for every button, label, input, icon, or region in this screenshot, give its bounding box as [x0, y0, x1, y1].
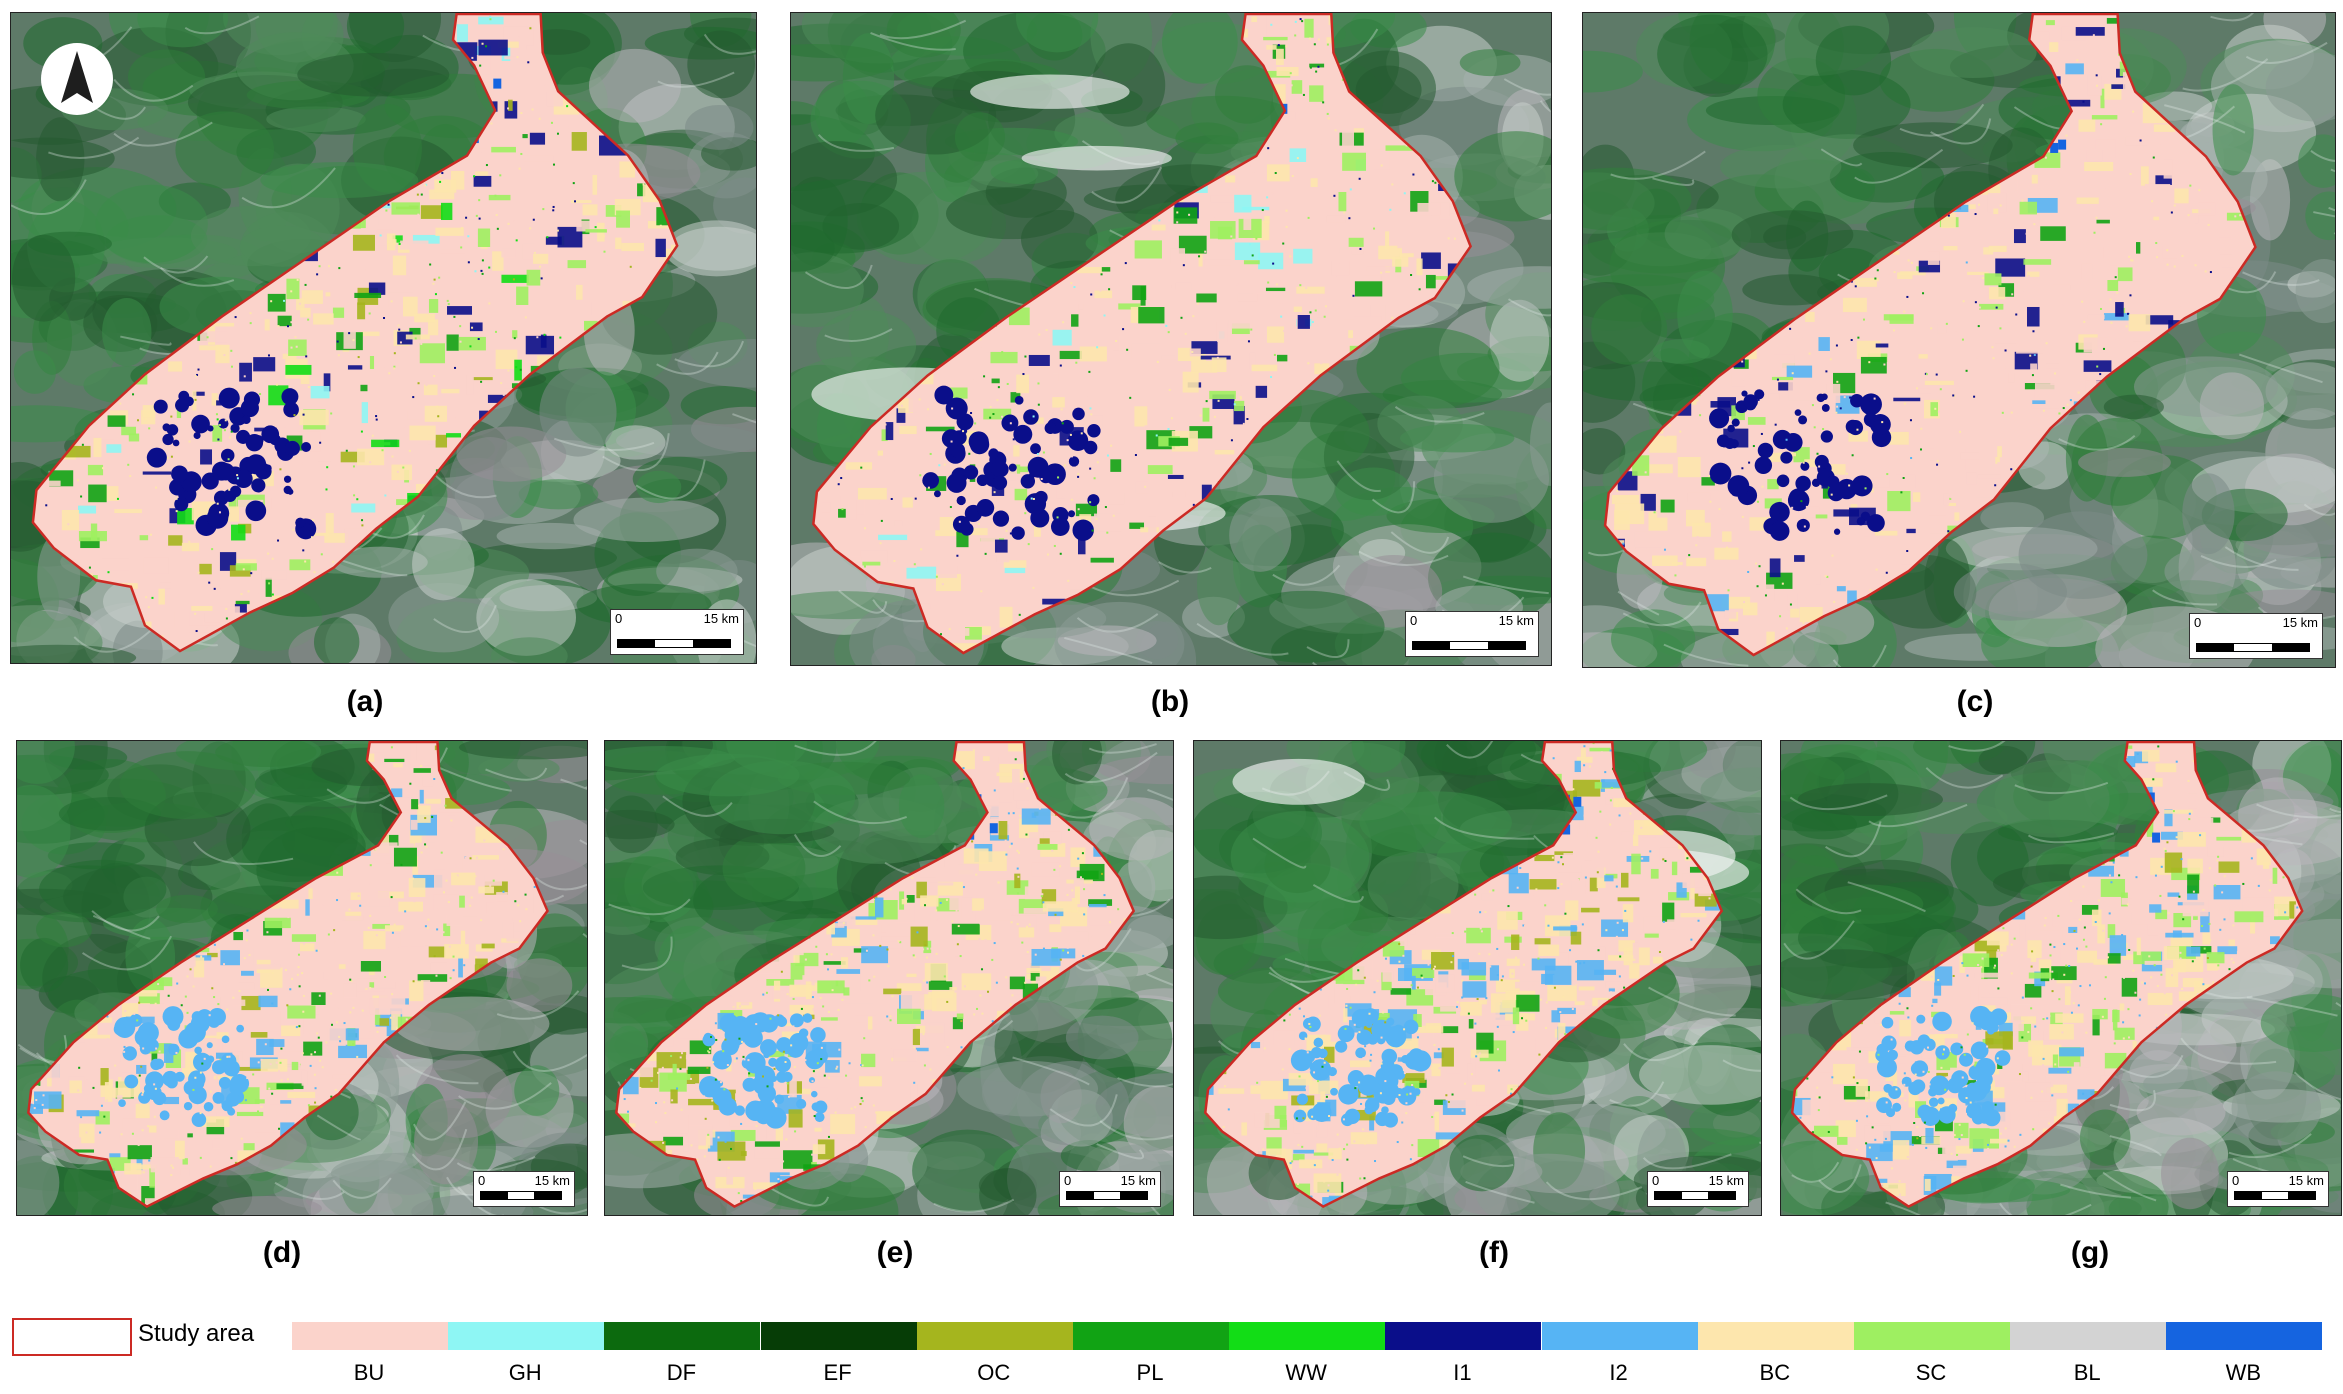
- legend-class-label: BL: [2073, 1360, 2101, 1385]
- scale-bar: 0 15 km: [2189, 613, 2323, 659]
- scale-bar-end-label: 15 km: [534, 1173, 570, 1188]
- panel-caption: (a): [346, 685, 384, 718]
- legend-class-label: GH: [508, 1360, 542, 1385]
- legend-swatch: [1385, 1322, 1542, 1350]
- legend-swatch: [1541, 1322, 1698, 1350]
- satellite-image: [1194, 741, 1761, 1215]
- scale-bar: 0 15 km: [2227, 1171, 2329, 1207]
- scale-bar-end-label: 15 km: [2282, 615, 2318, 630]
- satellite-image: [1583, 13, 2335, 667]
- scale-bar: 0 15 km: [473, 1171, 575, 1207]
- scale-bar-end-label: 15 km: [1708, 1173, 1744, 1188]
- legend-class-label: WB: [2225, 1360, 2262, 1385]
- scale-bar-end-label: 15 km: [1120, 1173, 1156, 1188]
- scale-bar-graphic: [617, 639, 731, 648]
- scale-bar-start-label: 0: [2194, 615, 2202, 630]
- satellite-image: [1781, 741, 2341, 1215]
- panel-caption: (d): [262, 1236, 302, 1269]
- scale-bar-start-label: 0: [478, 1173, 486, 1188]
- legend-class-label: SC: [1915, 1360, 1947, 1385]
- legend-swatch: [2166, 1322, 2323, 1350]
- scale-bar-start-label: 0: [1410, 613, 1418, 628]
- legend-swatch: [448, 1322, 605, 1350]
- study-area-boundary: [31, 13, 679, 653]
- legend-swatch: [604, 1322, 761, 1350]
- satellite-image: [17, 741, 587, 1215]
- legend-swatch: [292, 1322, 448, 1350]
- scale-bar-graphic: [2234, 1191, 2316, 1200]
- legend-swatch: [1073, 1322, 1229, 1350]
- map-panel: 0 15 km: [1582, 12, 2336, 668]
- map-panel: 0 15 km: [604, 740, 1174, 1216]
- scale-bar-start-label: 0: [2232, 1173, 2240, 1188]
- scale-bar-graphic: [1412, 641, 1526, 650]
- north-arrow-icon: [41, 43, 113, 115]
- legend-class-label: DF: [666, 1360, 697, 1385]
- scale-bar-graphic: [480, 1191, 562, 1200]
- legend-swatch: [760, 1322, 917, 1350]
- panel-caption: (c): [1956, 685, 1994, 718]
- panel-caption: (g): [2070, 1236, 2110, 1269]
- legend-class-label: I1: [1453, 1360, 1472, 1385]
- satellite-image: [605, 741, 1173, 1215]
- scale-bar-start-label: 0: [615, 611, 623, 626]
- map-panel: 0 15 km: [1780, 740, 2342, 1216]
- legend-swatch: [2010, 1322, 2167, 1350]
- study-area-swatch: [12, 1318, 132, 1356]
- study-area-boundary: [1790, 741, 2304, 1209]
- legend-swatch: [1697, 1322, 1854, 1350]
- legend-swatch: [1854, 1322, 2010, 1350]
- scale-bar: 0 15 km: [1059, 1171, 1161, 1207]
- study-area-boundary: [27, 741, 549, 1209]
- scale-bar: 0 15 km: [1405, 611, 1539, 657]
- map-panel: 0 15 km: [1193, 740, 1762, 1216]
- scale-bar-end-label: 15 km: [703, 611, 739, 626]
- scale-bar-graphic: [1066, 1191, 1148, 1200]
- legend-class-label: OC: [977, 1360, 1011, 1385]
- map-panel: 0 15 km: [16, 740, 588, 1216]
- study-area-boundary: [1603, 13, 2257, 657]
- satellite-image: [791, 13, 1551, 665]
- map-panel: 0 15 km: [790, 12, 1552, 666]
- study-area-boundary: [812, 13, 1473, 655]
- legend-swatch: [916, 1322, 1073, 1350]
- legend-swatch: [1229, 1322, 1386, 1350]
- legend-class-label: I2: [1609, 1360, 1628, 1385]
- legend-class-label: WW: [1285, 1360, 1327, 1385]
- panel-caption: (f): [1479, 1236, 1509, 1269]
- panel-caption: (e): [876, 1236, 914, 1269]
- legend-class-label: BU: [353, 1360, 385, 1385]
- study-area-label: Study area: [138, 1320, 255, 1347]
- legend-class-label: EF: [823, 1360, 852, 1385]
- legend-class-label: PL: [1136, 1360, 1164, 1385]
- scale-bar-start-label: 0: [1652, 1173, 1660, 1188]
- scale-bar-end-label: 15 km: [2288, 1173, 2324, 1188]
- study-area-boundary: [614, 741, 1136, 1209]
- scale-bar-graphic: [1654, 1191, 1736, 1200]
- panel-caption: (b): [1150, 685, 1190, 718]
- scale-bar-end-label: 15 km: [1498, 613, 1534, 628]
- legend: Study area BU GH DF EF OC PL WW I1 I2 BC SC BL WB: [0, 1300, 2343, 1394]
- scale-bar-start-label: 0: [1064, 1173, 1072, 1188]
- satellite-image: [11, 13, 756, 663]
- scale-bar: 0 15 km: [1647, 1171, 1749, 1207]
- legend-class-label: BC: [1759, 1360, 1791, 1385]
- scale-bar: 0 15 km: [610, 609, 744, 655]
- study-area-boundary: [1203, 741, 1724, 1209]
- scale-bar-graphic: [2196, 643, 2310, 652]
- map-panel: 0 15 km: [10, 12, 757, 664]
